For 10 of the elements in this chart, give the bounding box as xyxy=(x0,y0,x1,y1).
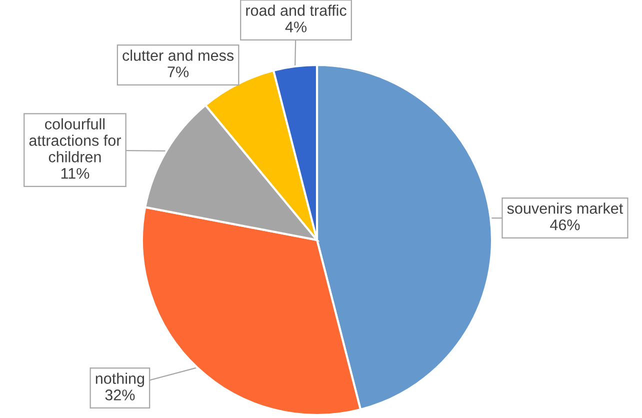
data-label: 32% xyxy=(105,390,135,400)
slice-label: road and traffic xyxy=(246,4,346,16)
slice-label: souvenirs market xyxy=(507,202,624,214)
data-label: 46% xyxy=(550,219,580,230)
data-label: 11% xyxy=(61,168,90,179)
data-label: 7% xyxy=(168,66,189,78)
data-label: 4% xyxy=(285,22,306,32)
slice-label: colourfull attractions for children xyxy=(29,118,121,162)
slice-label: nothing xyxy=(96,372,144,387)
slice-label: clutter and mess xyxy=(122,50,234,61)
